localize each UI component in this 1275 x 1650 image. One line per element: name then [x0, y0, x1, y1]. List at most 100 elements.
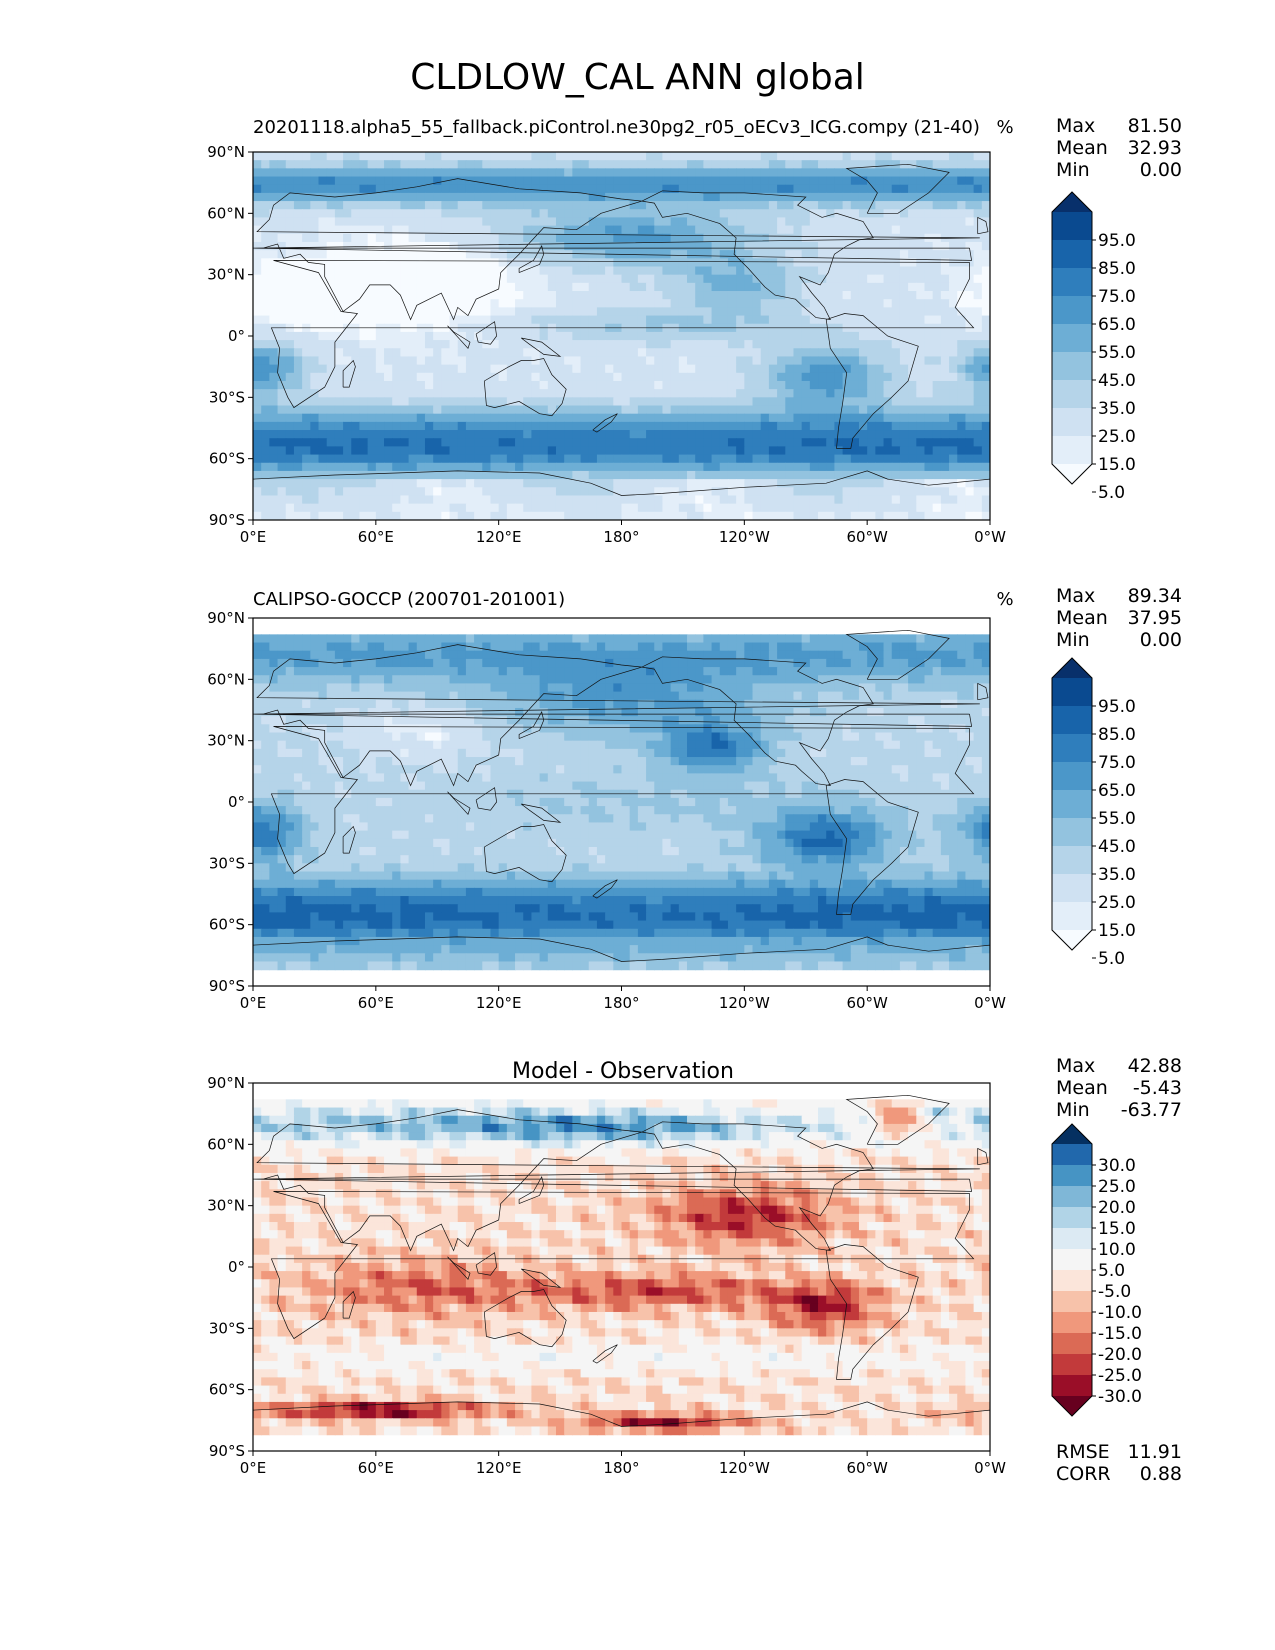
- data-cell: [703, 233, 713, 243]
- data-cell: [416, 372, 426, 382]
- data-cell: [858, 340, 868, 349]
- data-cell: [416, 266, 426, 276]
- data-cell: [965, 152, 975, 161]
- data-cell: [326, 307, 336, 317]
- data-cell: [834, 291, 844, 300]
- data-cell: [687, 299, 696, 308]
- data-cell: [367, 356, 377, 366]
- data-cell: [474, 250, 483, 259]
- data-cell: [703, 389, 713, 398]
- data-cell: [367, 675, 377, 685]
- data-cell: [367, 454, 377, 464]
- data-cell: [662, 168, 672, 178]
- data-cell: [261, 176, 270, 186]
- data-cell: [433, 291, 442, 300]
- data-cell: [981, 291, 990, 300]
- data-cell: [318, 642, 328, 652]
- data-cell: [883, 266, 893, 276]
- data-cell: [302, 446, 311, 456]
- data-cell: [940, 487, 950, 497]
- data-cell: [605, 470, 614, 480]
- data-cell: [285, 430, 295, 439]
- colorbar-label: 95.0: [1098, 231, 1136, 251]
- data-cell: [465, 266, 475, 276]
- data-cell: [752, 241, 762, 251]
- data-cell: [883, 184, 893, 194]
- data-cell: [596, 250, 606, 259]
- data-cell: [752, 364, 762, 374]
- data-cell: [465, 421, 475, 431]
- data-cell: [359, 192, 369, 202]
- data-cell: [793, 511, 803, 520]
- data-cell: [981, 667, 990, 676]
- data-cell: [285, 364, 295, 374]
- data-cell: [637, 217, 647, 227]
- data-cell: [433, 250, 442, 259]
- data-cell: [793, 405, 803, 415]
- data-cell: [318, 683, 328, 693]
- data-cell: [580, 331, 590, 341]
- data-cell: [768, 413, 778, 423]
- data-cell: [867, 225, 876, 235]
- data-cell: [965, 225, 975, 235]
- data-cell: [940, 340, 950, 349]
- data-cell: [490, 364, 500, 374]
- data-cell: [310, 634, 320, 644]
- data-cell: [654, 699, 664, 709]
- data-cell: [695, 421, 704, 431]
- data-cell: [834, 430, 844, 439]
- data-cell: [957, 650, 967, 660]
- data-cell: [441, 315, 451, 325]
- data-cell: [687, 209, 696, 219]
- data-cell: [891, 340, 901, 349]
- data-cell: [654, 152, 664, 161]
- data-cell: [670, 479, 680, 488]
- data-cell: [326, 421, 336, 431]
- data-cell: [826, 446, 836, 456]
- data-cell: [834, 389, 844, 398]
- data-cell: [269, 282, 279, 292]
- data-cell: [899, 699, 909, 709]
- data-cell: [621, 446, 631, 456]
- data-cell: [842, 634, 852, 644]
- data-cell: [965, 168, 975, 178]
- data-cell: [367, 446, 377, 456]
- data-cell: [498, 699, 508, 709]
- data-cell: [760, 642, 770, 652]
- data-cell: [932, 282, 942, 292]
- data-cell: [596, 397, 606, 407]
- data-cell: [850, 462, 860, 472]
- data-cell: [932, 642, 942, 652]
- data-cell: [981, 184, 990, 194]
- data-cell: [621, 340, 631, 349]
- data-cell: [433, 430, 442, 439]
- data-cell: [555, 192, 565, 202]
- data-cell: [605, 307, 614, 317]
- data-cell: [809, 699, 819, 709]
- data-cell: [916, 217, 926, 227]
- data-cell: [572, 282, 582, 292]
- data-cell: [629, 503, 639, 513]
- data-cell: [457, 421, 467, 431]
- stat-label: Mean: [1056, 607, 1108, 629]
- data-cell: [367, 389, 377, 398]
- data-cell: [343, 184, 352, 194]
- data-cell: [375, 152, 385, 161]
- data-cell: [400, 250, 410, 259]
- data-cell: [318, 282, 328, 292]
- data-cell: [785, 430, 795, 439]
- data-cell: [416, 438, 426, 447]
- data-cell: [646, 176, 655, 186]
- data-cell: [375, 511, 385, 520]
- data-cell: [367, 176, 377, 186]
- data-cell: [973, 380, 983, 390]
- data-cell: [736, 430, 745, 439]
- data-cell: [687, 667, 696, 676]
- data-cell: [564, 217, 573, 227]
- data-cell: [736, 699, 745, 709]
- data-cell: [973, 642, 983, 652]
- data-cell: [359, 511, 369, 520]
- data-cell: [351, 266, 361, 276]
- data-cell: [367, 380, 377, 390]
- data-cell: [883, 225, 893, 235]
